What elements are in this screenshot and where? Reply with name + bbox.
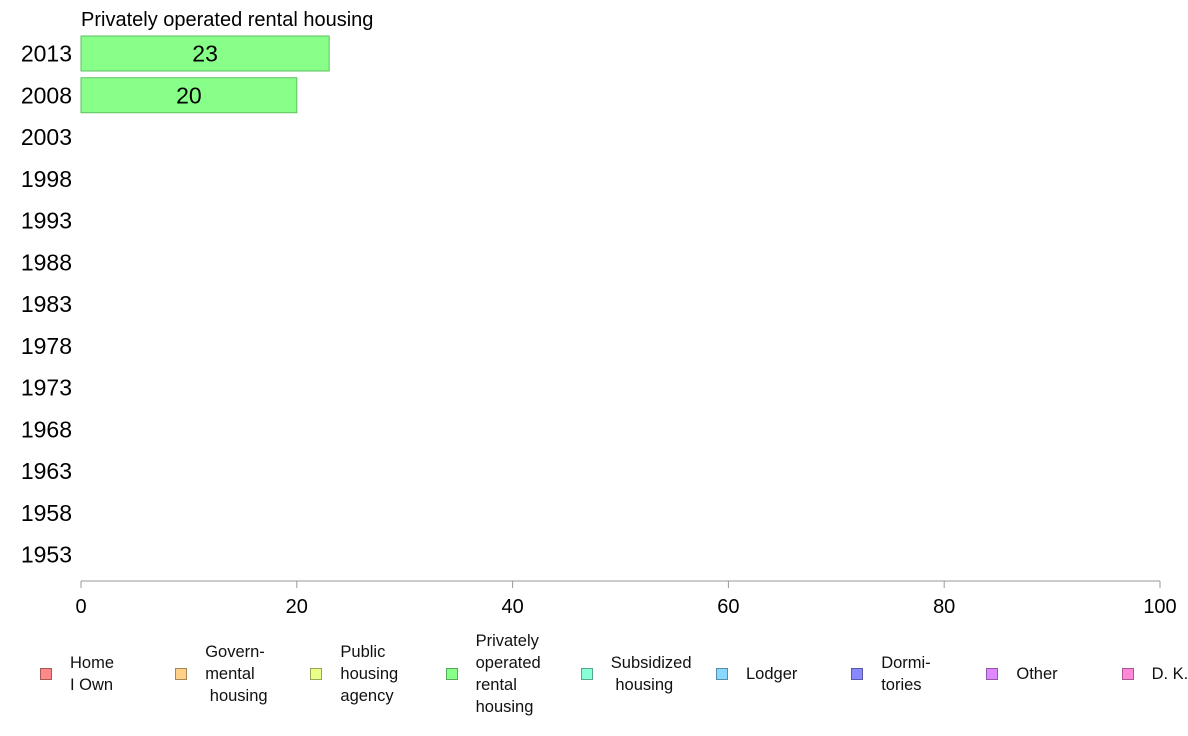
legend-label: Public housing agency (340, 643, 399, 705)
y-tick-label: 1958 (21, 500, 72, 526)
legend-swatch (1121, 668, 1134, 680)
x-tick-label: 0 (75, 596, 86, 618)
y-tick-label: 2008 (21, 82, 72, 108)
legend-label: D. K. (1151, 665, 1188, 683)
y-tick-label: 2003 (21, 124, 72, 150)
y-tick-label: 1988 (21, 249, 72, 275)
x-tick-label: 100 (1143, 596, 1176, 618)
y-tick-label: 1993 (21, 208, 72, 234)
bars: 23 20 (80, 35, 330, 114)
x-tick-label: 40 (501, 596, 523, 618)
legend-label: Lodger (746, 665, 798, 683)
y-tick-label: 1983 (21, 291, 72, 317)
legend-item: Dormi- tories (851, 652, 931, 696)
legend-swatch (716, 668, 728, 680)
chart-title: Privately operated rental housing (81, 9, 373, 31)
legend-item: Other (986, 663, 1058, 685)
legend-label: Other (1016, 665, 1058, 683)
bar (80, 77, 298, 114)
y-tick-label: 1978 (21, 333, 72, 359)
legend-item: Public housing agency (310, 641, 398, 707)
legend-label: Govern- mental housing (205, 643, 268, 705)
legend-swatch (310, 668, 323, 680)
legend-label: Dormi- tories (881, 654, 931, 694)
legend-item: Home I Own (40, 652, 114, 696)
x-tick-label: 80 (933, 596, 955, 618)
legend-swatch (580, 668, 593, 680)
y-tick-label: 1998 (21, 166, 72, 192)
x-tick-label: 60 (717, 596, 739, 618)
legend-swatch (445, 668, 458, 680)
legend-item: Govern- mental housing (175, 641, 268, 707)
y-tick-label: 1968 (21, 416, 72, 442)
y-tick-label: 1963 (21, 458, 72, 484)
legend-label: Subsidized housing (610, 654, 692, 694)
y-axis-labels: 2013 2008 2003 1998 1993 1988 1983 1978 1973 1968… (21, 41, 72, 568)
legend-item: Lodger (716, 663, 797, 685)
bar-value-label: 20 (176, 82, 202, 108)
x-axis: 0 20 40 60 80 100 (75, 580, 1177, 618)
bar-chart: Privately operated rental housing 201320… (21, 9, 1177, 618)
legend-item: Subsidized housing (580, 652, 692, 696)
legend-item: Privately operated rental housing (445, 630, 541, 718)
legend-label: Home I Own (70, 654, 115, 694)
legend-label: Privately operated rental housing (475, 632, 541, 716)
y-tick-label: 2013 (21, 41, 72, 67)
legend-swatch (40, 668, 52, 680)
y-tick-label: 1953 (21, 542, 72, 568)
legend-swatch (851, 668, 864, 680)
legend-swatch (986, 668, 999, 680)
bar (80, 35, 330, 72)
y-tick-label: 1973 (21, 375, 72, 401)
bar-value-label: 23 (192, 41, 218, 67)
legend-swatch (175, 668, 188, 680)
legend-item: D. K. (1121, 663, 1188, 685)
legend: Home I Own Govern- mental housing Public h… (0, 628, 1188, 728)
x-tick-label: 20 (286, 596, 308, 618)
